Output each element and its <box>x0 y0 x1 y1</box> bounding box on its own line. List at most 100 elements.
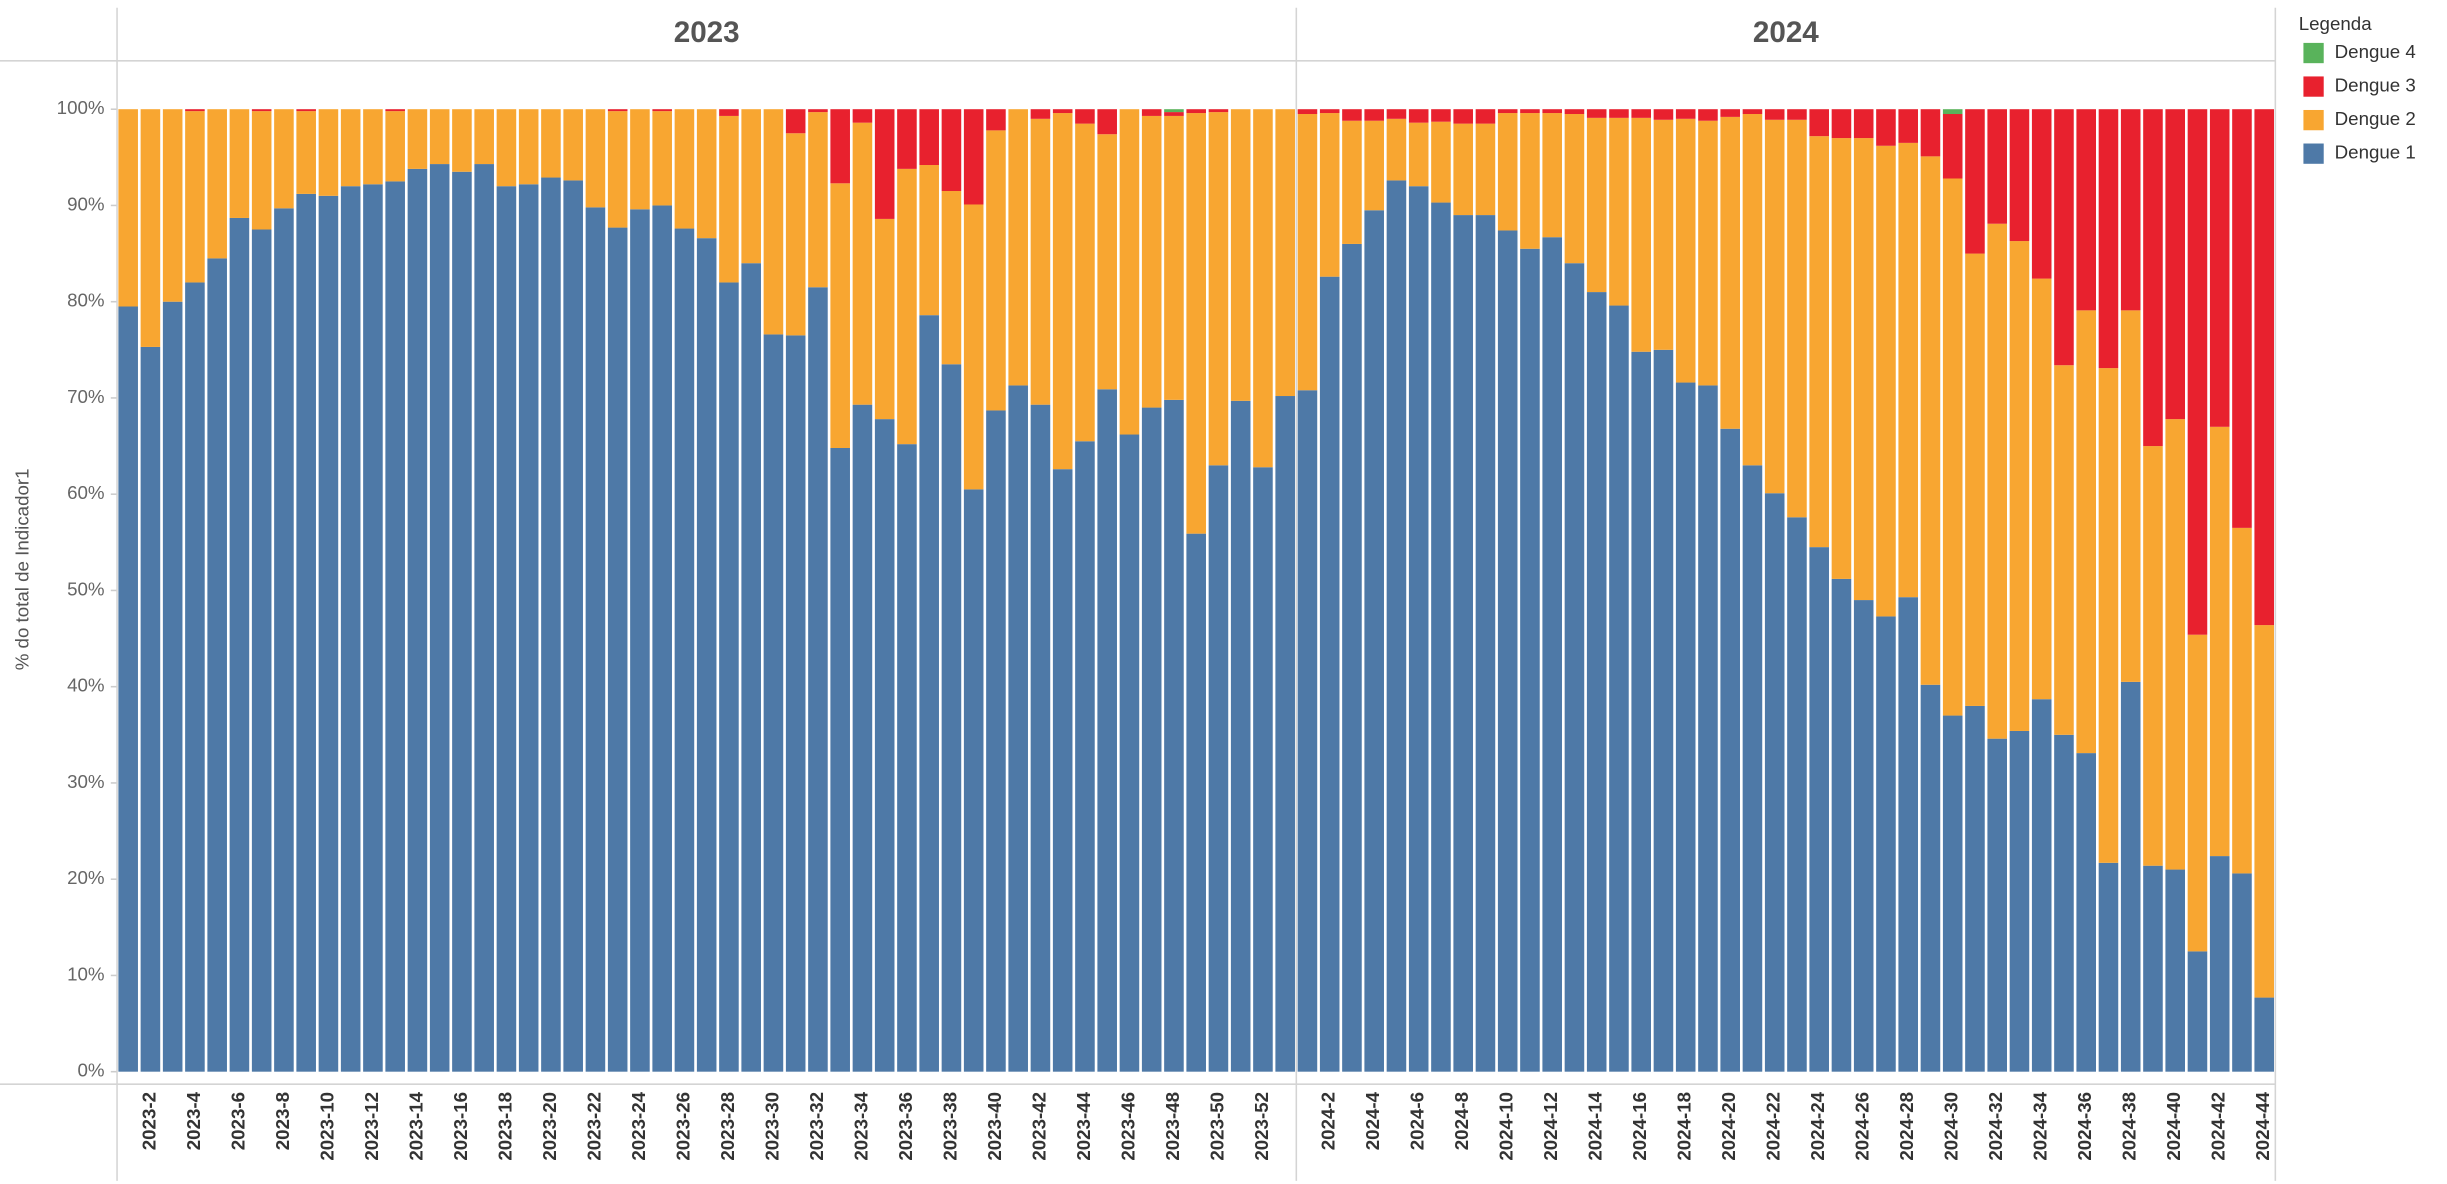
bar-segment <box>1475 109 1496 124</box>
bar-segment <box>2054 734 2074 1072</box>
bar-segment <box>274 109 294 209</box>
x-tick-label: 2023-30 <box>761 1092 782 1161</box>
bar-segment <box>407 109 428 169</box>
bar-segment <box>1698 385 1718 1072</box>
bar-segment <box>452 109 472 172</box>
bar-segment <box>2254 109 2275 626</box>
x-tick-label: 2024-14 <box>1585 1091 1606 1160</box>
x-tick-label: 2024-28 <box>1896 1092 1917 1161</box>
x-tick-label: 2023-18 <box>494 1092 515 1161</box>
bar-segment <box>1386 180 1407 1072</box>
bar-segment <box>874 109 895 219</box>
x-tick-label: 2023-46 <box>1117 1092 1138 1161</box>
bar-segment <box>1052 113 1073 470</box>
bar-segment <box>1920 109 1941 157</box>
bar-segment <box>1408 186 1429 1072</box>
bar-segment <box>1097 389 1117 1072</box>
x-tick-label: 2023-50 <box>1206 1092 1227 1161</box>
bar-segment <box>607 111 628 228</box>
bar-segment <box>1386 118 1407 181</box>
bar-segment <box>118 306 138 1072</box>
facet-title: 2023 <box>674 16 740 49</box>
x-tick-label: 2023-28 <box>717 1092 738 1161</box>
x-tick-label: 2023-36 <box>895 1092 916 1161</box>
bar-segment <box>1342 243 1362 1072</box>
bar-segment <box>696 238 717 1072</box>
bar-segment <box>1542 113 1562 238</box>
bar-segment <box>1542 237 1562 1072</box>
bar-segment <box>429 164 450 1072</box>
bar-segment <box>1319 113 1340 277</box>
bar-segment <box>1920 156 1941 685</box>
bar-segment <box>897 109 917 169</box>
x-tick-label: 2024-4 <box>1362 1091 1383 1150</box>
bar-segment <box>1809 109 1829 137</box>
bar-segment <box>1965 253 1985 706</box>
bar-segment <box>1653 119 1674 350</box>
bar-segment <box>1987 223 2007 739</box>
bar-segment <box>674 228 695 1072</box>
bar-segment <box>1631 109 1651 118</box>
bar-segment <box>2009 730 2030 1072</box>
bar-segment <box>1164 109 1184 113</box>
bar-segment <box>919 165 939 316</box>
bar-segment <box>1030 404 1051 1072</box>
legend-label: Dengue 3 <box>2335 75 2416 96</box>
bar-segment <box>1586 109 1607 118</box>
bar-segment <box>830 183 850 448</box>
bar-segment <box>496 186 517 1072</box>
bar-segment <box>963 204 984 490</box>
x-tick-label: 2024-10 <box>1496 1092 1517 1161</box>
bar-segment <box>963 489 984 1072</box>
x-tick-label: 2023-38 <box>939 1092 960 1161</box>
bar-segment <box>1186 533 1206 1072</box>
bar-segment <box>1275 396 1295 1072</box>
bar-segment <box>1631 351 1651 1072</box>
legend-label: Dengue 2 <box>2335 108 2416 129</box>
x-tick-label: 2023-4 <box>183 1091 204 1150</box>
bar-segment <box>674 109 695 229</box>
bar-segment <box>296 109 316 112</box>
bar-segment <box>2143 109 2163 447</box>
bar-segment <box>385 109 405 112</box>
bar-segment <box>696 109 717 239</box>
bar-segment <box>763 109 784 335</box>
bar-segment <box>1497 109 1518 114</box>
x-tick-label: 2024-40 <box>2163 1092 2184 1161</box>
bar-segment <box>607 227 628 1072</box>
bar-segment <box>162 109 183 302</box>
bar-segment <box>2076 310 2096 754</box>
bar-segment <box>1542 109 1562 114</box>
bar-segment <box>1030 118 1051 405</box>
bar-segment <box>897 444 917 1072</box>
bar-segment <box>185 111 205 283</box>
bar-segment <box>1275 109 1295 397</box>
bar-segment <box>1742 465 1763 1072</box>
legend-swatch <box>2303 42 2324 64</box>
bar-segment <box>1853 600 1874 1072</box>
x-tick-label: 2024-26 <box>1852 1092 1873 1161</box>
bar-segment <box>1876 145 1896 617</box>
y-tick-label: 80% <box>67 290 104 311</box>
bar-segment <box>1586 292 1607 1072</box>
bar-segment <box>1075 109 1095 124</box>
bar-segment <box>1764 109 1785 120</box>
x-tick-label: 2023-24 <box>628 1091 649 1160</box>
bar-segment <box>1720 116 1740 429</box>
bar-segment <box>1297 114 1318 391</box>
bar-segment <box>1809 136 1829 548</box>
bar-segment <box>185 282 205 1072</box>
bar-segment <box>1297 390 1318 1072</box>
bar-segment <box>563 180 583 1072</box>
bar-segment <box>852 404 873 1072</box>
bar-segment <box>518 184 539 1072</box>
bar-segment <box>2098 862 2119 1072</box>
bar-segment <box>1787 517 1807 1072</box>
bar-segment <box>852 122 873 405</box>
bar-segment <box>2232 527 2252 874</box>
bar-segment <box>2031 278 2052 700</box>
bar-segment <box>763 334 784 1072</box>
bar-segment <box>1052 469 1073 1072</box>
bar-segment <box>1720 428 1740 1072</box>
bar-segment <box>2143 446 2163 866</box>
